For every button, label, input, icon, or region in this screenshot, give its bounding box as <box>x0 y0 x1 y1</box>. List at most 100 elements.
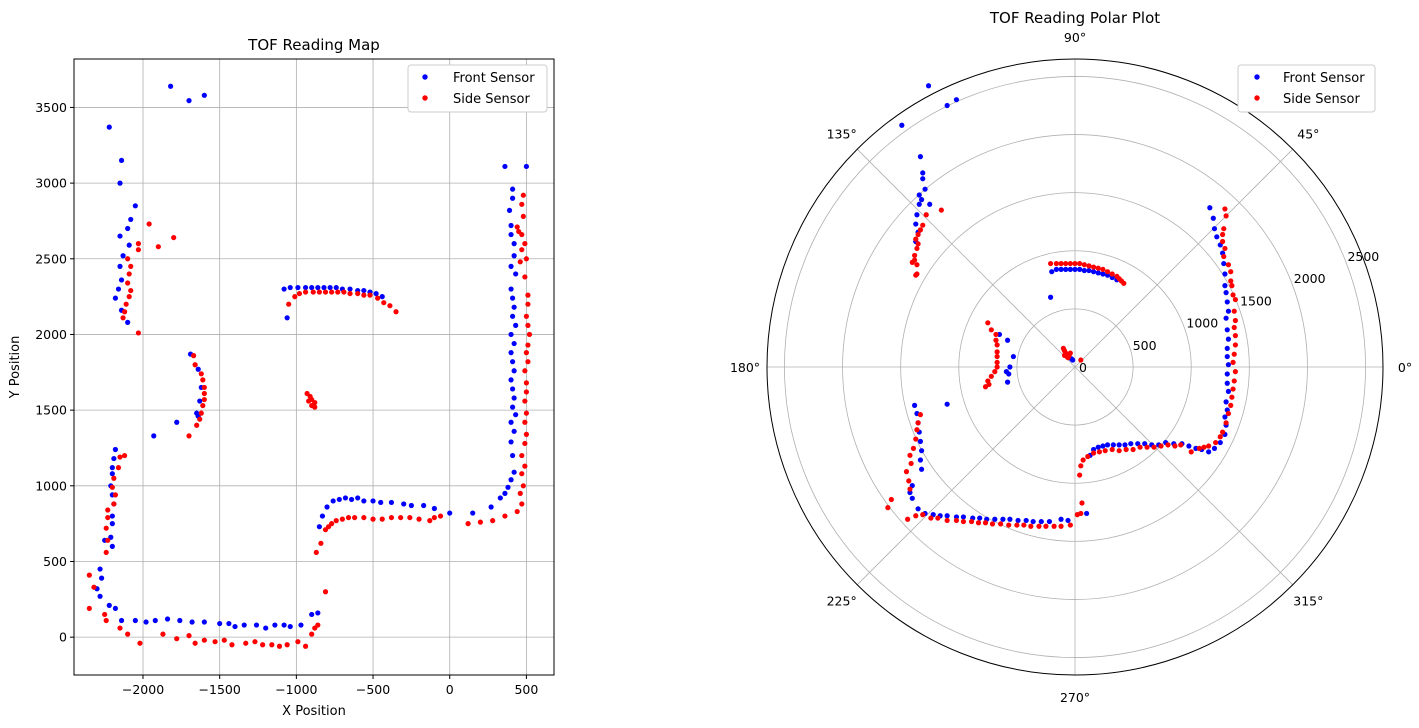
left-front-sensor-point <box>177 617 183 624</box>
polar-outer-frame <box>766 58 1384 676</box>
polar-front-sensor-point <box>918 448 925 454</box>
left-front-sensor-point <box>109 543 115 549</box>
left-side-sensor-point <box>431 514 437 521</box>
left-front-sensor-point <box>284 315 290 321</box>
left-side-sensor-point <box>115 465 122 471</box>
polar-side-sensor-point <box>915 231 921 238</box>
left-side-sensor-point <box>125 280 131 286</box>
polar-front-sensor-point <box>1063 266 1069 272</box>
left-side-sensor-point <box>91 584 97 590</box>
left-front-sensor-point <box>408 502 414 509</box>
left-grid <box>74 59 554 675</box>
left-front-sensor-point <box>109 513 115 519</box>
polar-angle-tick-label: 225° <box>827 593 857 608</box>
left-front-sensor-point <box>109 465 115 471</box>
left-y-tick-label: 3000 <box>35 176 67 191</box>
left-side-sensor-point <box>520 213 526 220</box>
left-y-tick-label: 3500 <box>35 100 67 115</box>
left-side-sensor-point <box>375 295 381 301</box>
polar-side-sensor-point <box>994 342 1000 348</box>
left-front-sensor-point <box>373 290 379 297</box>
left-legend-side-marker <box>422 95 428 101</box>
left-front-sensor-point <box>447 510 453 516</box>
left-front-sensor-point <box>106 124 112 130</box>
polar-front-sensor-point <box>992 516 998 522</box>
left-side-sensor-point <box>309 631 315 637</box>
left-front-sensor-point <box>511 469 517 475</box>
left-side-sensor-point <box>269 642 275 648</box>
polar-side-sensor-point <box>1058 523 1064 529</box>
left-side-sensor-point <box>516 228 522 235</box>
polar-side-sensor-point <box>1222 245 1228 252</box>
polar-side-sensor-point <box>1079 500 1085 506</box>
polar-side-sensor-point <box>960 518 967 525</box>
left-side-sensor-point <box>517 259 523 265</box>
left-front-sensor-point <box>508 263 514 269</box>
left-front-sensor-point <box>315 610 321 616</box>
polar-side-sensor-point <box>1036 523 1042 529</box>
left-side-sensor-point <box>198 410 204 416</box>
polar-side-sensor-point <box>968 518 975 525</box>
left-front-sensor-point <box>118 277 125 283</box>
polar-front-sensor-point <box>1047 294 1054 300</box>
left-front-sensor-point <box>201 92 207 98</box>
left-front-sensor-point <box>421 502 427 509</box>
left-y-tick-label: 500 <box>43 554 67 569</box>
left-front-sensor-point <box>342 495 349 501</box>
polar-side-sensor-point <box>989 521 996 527</box>
left-side-sensor-point <box>201 390 207 397</box>
left-front-sensor-point <box>508 377 514 383</box>
polar-side-sensor-point <box>1137 444 1143 450</box>
left-legend-side-label: Side Sensor <box>453 92 530 107</box>
left-side-sensor-point <box>103 549 109 556</box>
polar-front-sensor-point <box>1210 215 1216 221</box>
left-side-sensor-point <box>117 454 123 460</box>
left-side-sensor-point <box>201 384 207 391</box>
left-side-sensor-point <box>387 303 393 309</box>
polar-side-sensor-point <box>1067 522 1073 528</box>
polar-side-sensor-point <box>1231 351 1237 357</box>
polar-angle-gridline <box>856 148 1076 368</box>
polar-side-sensor-point <box>1231 378 1237 384</box>
polar-side-sensor-point <box>1225 410 1232 417</box>
right-legend-side-marker <box>1254 95 1260 101</box>
left-front-sensor-point <box>319 513 326 519</box>
polar-side-sensor-point <box>1058 260 1064 267</box>
left-front-sensor-point <box>186 98 192 104</box>
left-side-sensor-point <box>477 519 483 525</box>
left-front-sensor-point <box>327 284 333 291</box>
left-side-sensor-point <box>341 289 347 295</box>
polar-side-sensor-point <box>1116 448 1122 454</box>
left-front-sensor-point <box>333 284 339 291</box>
polar-front-sensor-point <box>1100 271 1106 277</box>
polar-front-sensor-point <box>1222 283 1228 289</box>
polar-side-sensor-point <box>1028 523 1034 529</box>
left-side-sensor-point <box>111 475 117 481</box>
polar-side-sensor-point <box>1196 445 1202 451</box>
left-front-sensor-point <box>120 253 126 259</box>
left-side-sensor-point <box>109 484 115 490</box>
left-front-sensor-point <box>226 620 232 627</box>
polar-side-sensor-point <box>993 331 999 338</box>
left-x-tick-label: 500 <box>514 682 538 697</box>
polar-side-sensor-point <box>1085 453 1091 460</box>
polar-side-sensor-point <box>1053 260 1060 267</box>
left-front-sensor-point <box>126 242 132 248</box>
left-side-sensor-point <box>490 518 496 524</box>
left-front-sensor-point <box>511 340 517 347</box>
left-side-sensor-point <box>105 514 111 521</box>
left-x-tick-label: 0 <box>446 682 454 697</box>
left-side-sensor-point <box>522 463 528 469</box>
left-side-sensor-point <box>416 516 422 522</box>
left-front-sensor-point <box>115 286 122 292</box>
left-front-sensor-point <box>511 241 517 247</box>
polar-front-sensor-point <box>1222 271 1228 277</box>
polar-side-sensor-point <box>1206 443 1212 449</box>
left-front-sensor-point <box>511 395 517 401</box>
left-side-sensor-point <box>525 322 531 328</box>
left-side-sensor-point <box>514 224 520 230</box>
left-side-sensor-point <box>522 419 528 425</box>
polar-front-sensor-point <box>1186 443 1192 449</box>
polar-side-sensor-point <box>994 353 1000 360</box>
left-side-sensor-point <box>117 625 123 631</box>
